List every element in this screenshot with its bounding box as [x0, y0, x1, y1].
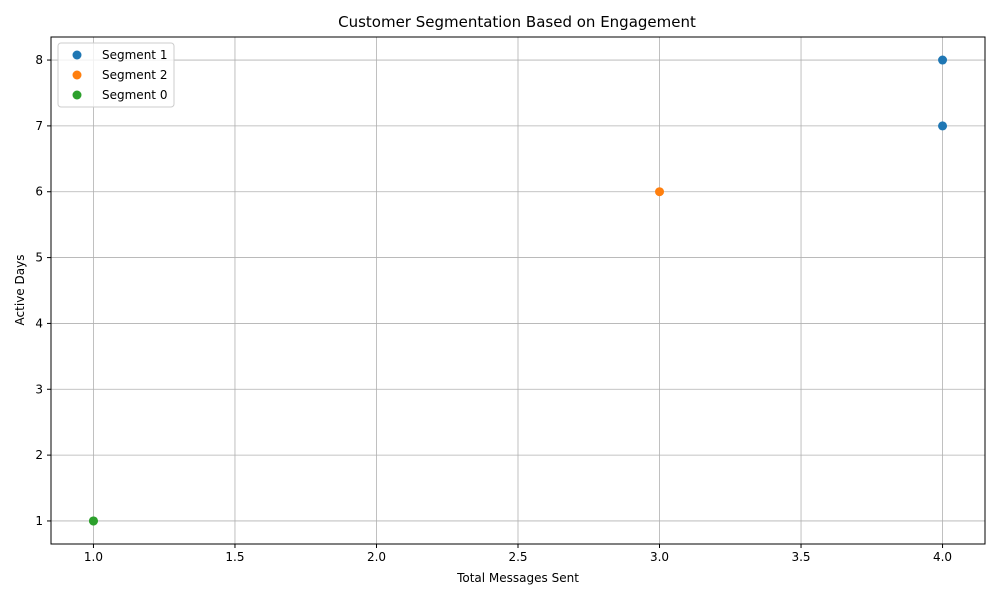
- axis-ticks: 1.0 1.5 2.0 2.5 3.0 3.5 4.0 1 2 3 4 5 6 7 8: [35, 53, 952, 564]
- x-tick-label: 3.5: [791, 550, 810, 564]
- y-tick-label: 2: [35, 448, 43, 462]
- legend: Segment 1 Segment 2 Segment 0: [57, 42, 175, 108]
- x-tick-label: 2.0: [367, 550, 386, 564]
- data-points: [88, 55, 948, 526]
- legend-box: [57, 42, 175, 108]
- legend-entry: Segment 1: [102, 48, 167, 62]
- y-tick-label: 5: [35, 251, 43, 265]
- data-point: [655, 187, 665, 197]
- legend-marker: [72, 50, 82, 60]
- y-tick-label: 3: [35, 382, 43, 396]
- y-axis-label: Active Days: [13, 255, 27, 326]
- data-point: [938, 121, 948, 131]
- data-point: [938, 55, 948, 65]
- legend-marker: [72, 70, 82, 80]
- legend-entry: Segment 2: [102, 68, 167, 82]
- y-tick-label: 7: [35, 119, 43, 133]
- y-tick-label: 1: [35, 514, 43, 528]
- y-tick-label: 4: [35, 316, 43, 330]
- x-tick-label: 1.0: [84, 550, 103, 564]
- legend-entry: Segment 0: [102, 88, 167, 102]
- grid-lines: [51, 37, 985, 544]
- x-tick-label: 2.5: [508, 550, 527, 564]
- y-tick-label: 8: [35, 53, 43, 67]
- legend-marker: [72, 90, 82, 100]
- x-tick-label: 1.5: [225, 550, 244, 564]
- chart-title: Customer Segmentation Based on Engagemen…: [338, 13, 696, 31]
- x-axis-label: Total Messages Sent: [456, 571, 579, 585]
- y-tick-label: 6: [35, 185, 43, 199]
- data-point: [88, 516, 98, 526]
- x-tick-label: 4.0: [933, 550, 952, 564]
- x-tick-label: 3.0: [650, 550, 669, 564]
